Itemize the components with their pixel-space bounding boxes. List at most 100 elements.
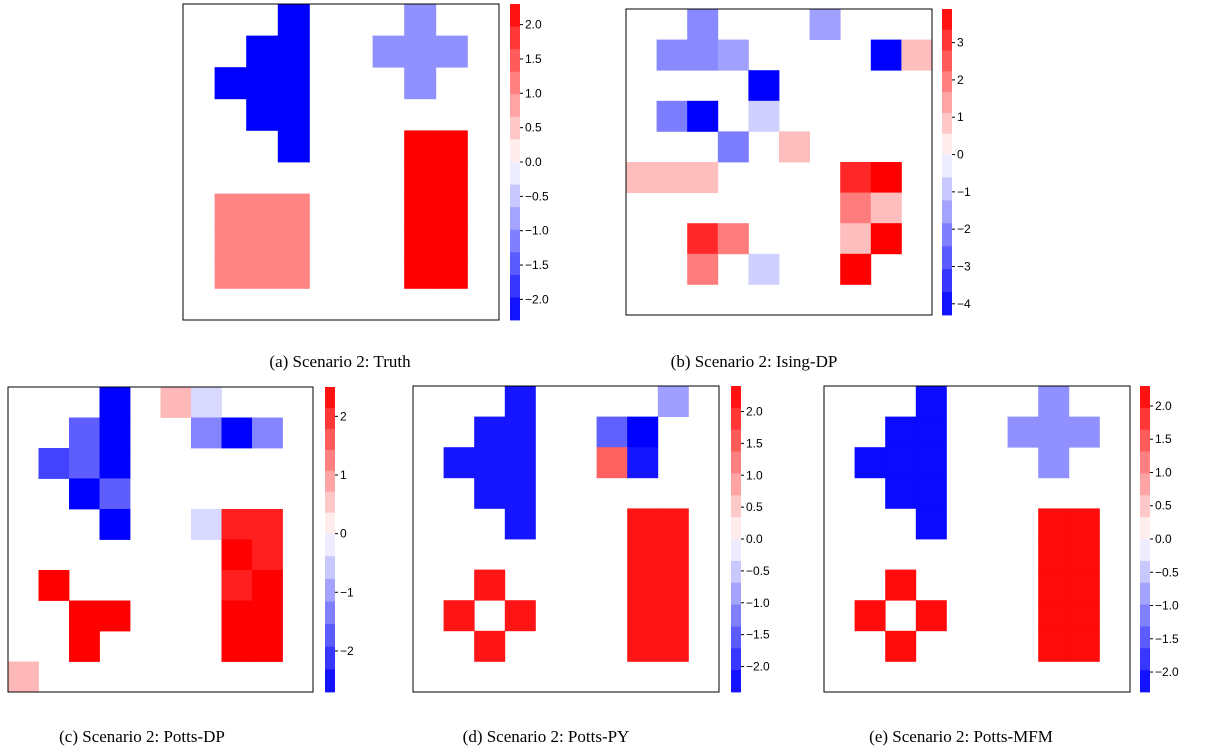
- heatmap-cell: [435, 193, 468, 226]
- colorbar-band: [510, 207, 520, 231]
- colorbar-band: [731, 626, 741, 649]
- heatmap-cell: [504, 447, 536, 479]
- heatmap-cell: [656, 162, 688, 193]
- heatmap-cell: [221, 539, 253, 571]
- colorbar-band: [731, 670, 741, 693]
- heatmap-cell: [277, 193, 310, 226]
- heatmap-cell: [277, 225, 310, 258]
- colorbar-tick-label: −1.0: [746, 596, 770, 610]
- colorbar-tick-label: −1.5: [1155, 632, 1179, 646]
- colorbar-band: [510, 274, 520, 298]
- heatmap-cell: [435, 35, 468, 68]
- colorbar-band: [1140, 670, 1150, 693]
- colorbar-tick-label: −2: [340, 644, 354, 658]
- heatmap-cell: [1038, 630, 1070, 662]
- heatmap-cell: [627, 600, 659, 632]
- panel-caption: (a) Scenario 2: Truth: [269, 352, 411, 371]
- colorbar-band: [510, 94, 520, 118]
- colorbar-band: [510, 184, 520, 208]
- heatmap-cells: [626, 9, 933, 285]
- colorbar-tick-label: 2.0: [746, 405, 763, 419]
- colorbar-band: [942, 223, 952, 247]
- colorbar-band: [510, 71, 520, 95]
- colorbar: 2 1 0 −1 −2: [325, 387, 354, 693]
- colorbar-tick-label: 1: [957, 110, 964, 124]
- heatmap-cells: [854, 386, 1100, 662]
- heatmap-cell: [252, 417, 283, 449]
- heatmap-cell: [717, 223, 749, 255]
- colorbar-band: [942, 29, 952, 51]
- heatmap-cell: [915, 477, 947, 509]
- colorbar-band: [325, 533, 335, 557]
- heatmap-cell: [214, 225, 247, 258]
- heatmap-cell: [748, 100, 780, 132]
- heatmap-cell: [160, 387, 192, 418]
- heatmap-cell: [1038, 386, 1070, 417]
- colorbar: 2.0 1.5 1.0 0.5 0.0 −0.5 −1.0 −1.5 −2.0: [731, 386, 770, 693]
- heatmap-cell: [246, 225, 279, 258]
- colorbar-tick-label: 1.5: [1155, 432, 1172, 446]
- heatmap-cell: [69, 417, 100, 449]
- heatmap-cell: [687, 100, 719, 132]
- colorbar-band: [942, 200, 952, 224]
- heatmap-cell: [1038, 416, 1070, 448]
- heatmap-cell: [885, 569, 917, 601]
- colorbar-band: [325, 624, 335, 648]
- colorbar-band: [325, 449, 335, 472]
- colorbar-tick-label: −0.5: [1155, 565, 1179, 579]
- colorbar-band: [510, 229, 520, 253]
- colorbar-band: [325, 646, 335, 670]
- heatmap-cell: [443, 447, 475, 479]
- heatmap-cell: [687, 162, 719, 193]
- colorbar-band: [942, 133, 952, 155]
- heatmap-cell: [252, 570, 283, 601]
- colorbar-band: [325, 387, 335, 409]
- colorbar-band: [731, 560, 741, 584]
- heatmap-cell: [69, 478, 100, 510]
- heatmap-cell: [840, 253, 872, 285]
- heatmap-cell: [252, 509, 283, 540]
- heatmap-cell: [221, 417, 253, 449]
- colorbar-band: [731, 451, 741, 474]
- heatmap-cell: [435, 256, 468, 289]
- colorbar-tick-label: −0.5: [746, 564, 770, 578]
- heatmap-cell: [840, 162, 872, 193]
- colorbar-band: [1140, 648, 1150, 671]
- heatmap-cell: [277, 98, 310, 131]
- heatmap-cell: [885, 447, 917, 479]
- colorbar-band: [731, 582, 741, 605]
- heatmap-cell: [1068, 600, 1100, 632]
- colorbar-band: [1140, 539, 1150, 562]
- heatmap-cell: [627, 447, 659, 479]
- heatmap-cell: [99, 600, 131, 632]
- heatmap-cell: [474, 569, 506, 601]
- colorbar-tick-label: −2.0: [525, 292, 549, 306]
- colorbar-band: [942, 154, 952, 178]
- heatmap-cell: [854, 600, 886, 632]
- colorbar-tick-label: −1: [340, 585, 354, 599]
- colorbar-band: [1140, 604, 1150, 627]
- colorbar-band: [942, 50, 952, 72]
- heatmap-cell: [1068, 569, 1100, 601]
- heatmap-cell: [99, 387, 131, 418]
- heatmap-cell: [221, 631, 253, 662]
- colorbar-tick-label: 2: [957, 73, 964, 87]
- colorbar-tick-label: −0.5: [525, 189, 549, 203]
- colorbar-band: [1140, 407, 1150, 431]
- heatmap-cell: [246, 256, 279, 289]
- heatmap-frame: [7, 386, 314, 693]
- heatmap-cell: [657, 569, 689, 601]
- colorbar-band: [1140, 451, 1150, 474]
- heatmap-cell: [404, 130, 437, 163]
- heatmap-cell: [627, 539, 659, 570]
- heatmap-cell: [404, 193, 437, 226]
- heatmap-cell: [504, 477, 536, 509]
- heatmap-cell: [277, 35, 310, 68]
- colorbar-tick-label: −2.0: [1155, 665, 1179, 679]
- colorbar-band: [942, 71, 952, 93]
- heatmap-cell: [474, 630, 506, 662]
- colorbar-band: [325, 556, 335, 580]
- colorbar-tick-label: 0.0: [1155, 532, 1172, 546]
- heatmap-cell: [1038, 447, 1070, 479]
- heatmap-cell: [214, 256, 247, 289]
